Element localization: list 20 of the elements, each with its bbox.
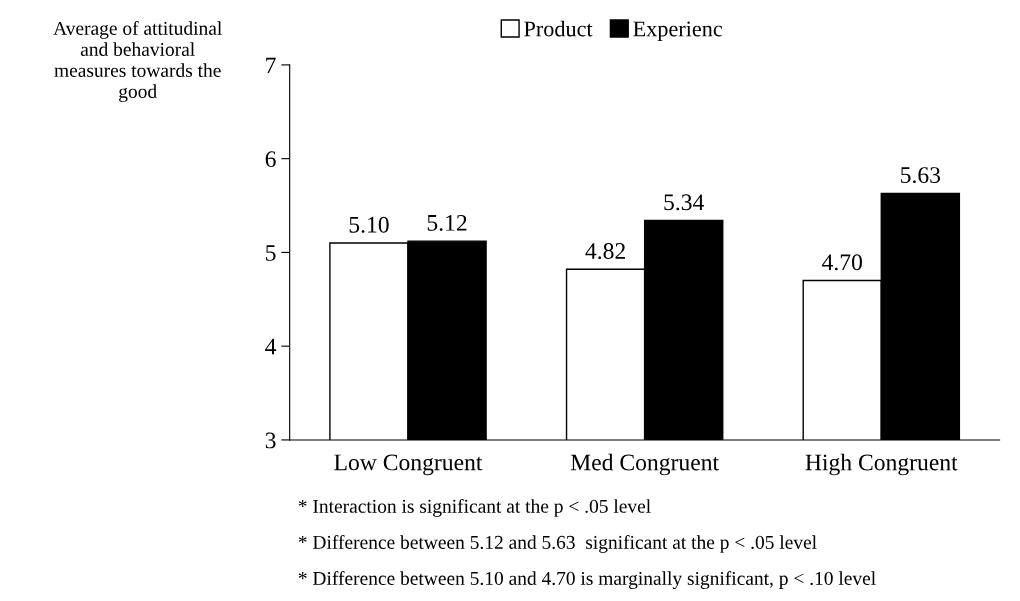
data-label: 5.10 (349, 216, 389, 233)
data-label: 5.34 (664, 194, 704, 211)
text: * Difference between 5.12 and 5.63 significant at the p < .05 level (298, 535, 817, 553)
x-tick-label: Med Congruent (570, 453, 719, 476)
y-tick-label: 5 (266, 245, 276, 261)
data-label: 5.63 (901, 167, 941, 184)
x-tick-label: Low Congruent (334, 454, 483, 476)
y-tick-label: 7 (266, 57, 276, 74)
legend-label: Product (524, 20, 593, 37)
data-label: 4.82 (585, 243, 625, 260)
y-axis-title: Average of attitudinal and behavioral measures towards the good (53, 21, 222, 102)
text: * Difference between 5.10 and 4.70 is marginally significant, p < .10 level (298, 571, 876, 589)
data-label: 5.12 (427, 214, 467, 231)
text: * Interaction is significant at the p < .05 level (298, 498, 651, 517)
y-tick-label: 3 (265, 432, 276, 449)
legend-label: Experienc (633, 21, 723, 41)
data-label: 4.70 (822, 254, 862, 271)
y-tick-label: 4 (265, 338, 277, 355)
y-tick-label: 6 (265, 151, 276, 168)
x-tick-label: High Congruent (805, 453, 958, 476)
